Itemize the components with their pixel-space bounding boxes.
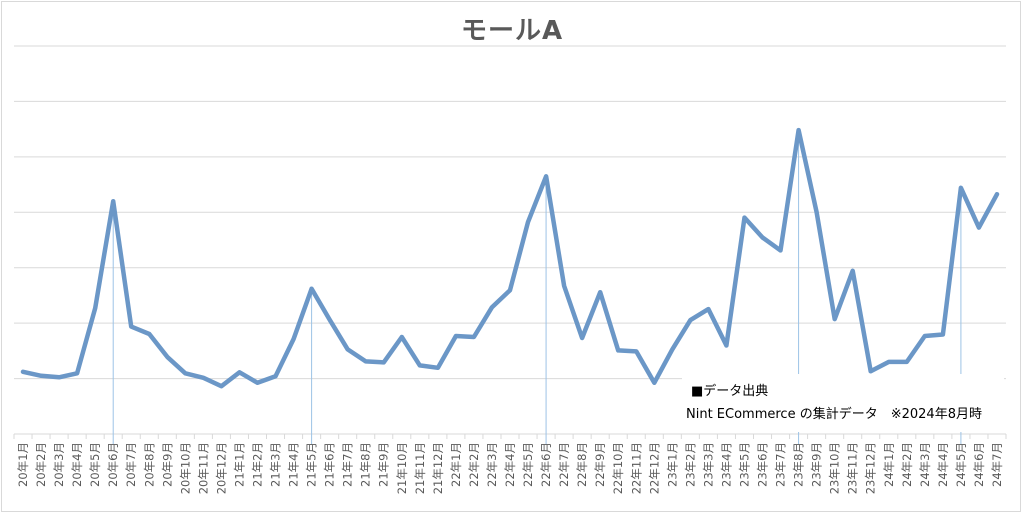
x-tick-label: 21年8月 <box>359 442 373 487</box>
x-tick-label: 20年2月 <box>34 442 48 487</box>
x-tick-label: 20年8月 <box>142 442 156 487</box>
x-tick-label: 23年11月 <box>846 442 860 494</box>
x-tick-label: 20年5月 <box>88 442 102 487</box>
source-heading: ■データ出典 <box>691 384 769 399</box>
x-tick-label: 21年4月 <box>287 442 301 487</box>
x-tick-label: 22年10月 <box>611 442 625 494</box>
x-tick-label: 23年4月 <box>719 442 733 487</box>
x-tick-label: 23年3月 <box>701 442 715 487</box>
x-tick-label: 23年8月 <box>792 442 806 487</box>
x-tick-label: 22年12月 <box>647 442 661 494</box>
x-tick-label: 23年1月 <box>665 442 679 487</box>
x-tick-label: 20年9月 <box>160 442 174 487</box>
x-tick-label: 23年12月 <box>864 442 878 494</box>
x-tick-label: 20年11月 <box>196 442 210 494</box>
x-tick-label: 24年3月 <box>918 442 932 487</box>
x-tick-label: 21年12月 <box>431 442 445 494</box>
x-tick-label: 20年1月 <box>16 442 30 487</box>
x-tick-label: 22年6月 <box>539 442 553 487</box>
x-tick-label: 24年7月 <box>990 442 1004 487</box>
x-tick-label: 23年9月 <box>810 442 824 487</box>
x-tick-label: 21年3月 <box>269 442 283 487</box>
x-tick-label: 21年5月 <box>305 442 319 487</box>
x-tick-label: 20年3月 <box>52 442 66 487</box>
chart-title: モールA <box>460 16 564 46</box>
x-tick-label: 21年10月 <box>395 442 409 494</box>
x-tick-label: 21年2月 <box>250 442 264 487</box>
x-tick-label: 23年2月 <box>683 442 697 487</box>
x-tick-label: 22年5月 <box>521 442 535 487</box>
source-note: Nint ECommerce の集計データ ※2024年8月時 <box>686 407 982 422</box>
x-tick-label: 22年2月 <box>467 442 481 487</box>
x-tick-label: 21年1月 <box>232 442 246 487</box>
x-tick-label: 22年7月 <box>557 442 571 487</box>
x-tick-label: 20年10月 <box>178 442 192 494</box>
x-tick-label: 20年6月 <box>106 442 120 487</box>
x-tick-label: 24年1月 <box>882 442 896 487</box>
x-tick-label: 24年6月 <box>972 442 986 487</box>
x-tick-label: 21年11月 <box>413 442 427 494</box>
x-tick-label: 23年5月 <box>737 442 751 487</box>
x-tick-label: 23年7月 <box>774 442 788 487</box>
x-tick-label: 22年8月 <box>575 442 589 487</box>
x-tick-label: 20年4月 <box>70 442 84 487</box>
x-tick-label: 21年7月 <box>341 442 355 487</box>
x-tick-label: 20年7月 <box>124 442 138 487</box>
x-tick-label: 21年6月 <box>323 442 337 487</box>
x-tick-label: 22年11月 <box>629 442 643 494</box>
series-line <box>20 127 1000 389</box>
x-tick-label: 23年10月 <box>828 442 842 494</box>
x-tick-label: 24年2月 <box>900 442 914 487</box>
x-tick-label: 20年12月 <box>214 442 228 494</box>
x-tick-label: 22年4月 <box>503 442 517 487</box>
source-box <box>682 374 1004 432</box>
x-tick-label: 22年1月 <box>449 442 463 487</box>
x-tick-label: 22年3月 <box>485 442 499 487</box>
x-tick-label: 24年5月 <box>954 442 968 487</box>
x-tick-label: 21年9月 <box>377 442 391 487</box>
x-tick-label: 22年9月 <box>593 442 607 487</box>
x-tick-label: 23年6月 <box>756 442 770 487</box>
x-tick-label: 24年4月 <box>936 442 950 487</box>
